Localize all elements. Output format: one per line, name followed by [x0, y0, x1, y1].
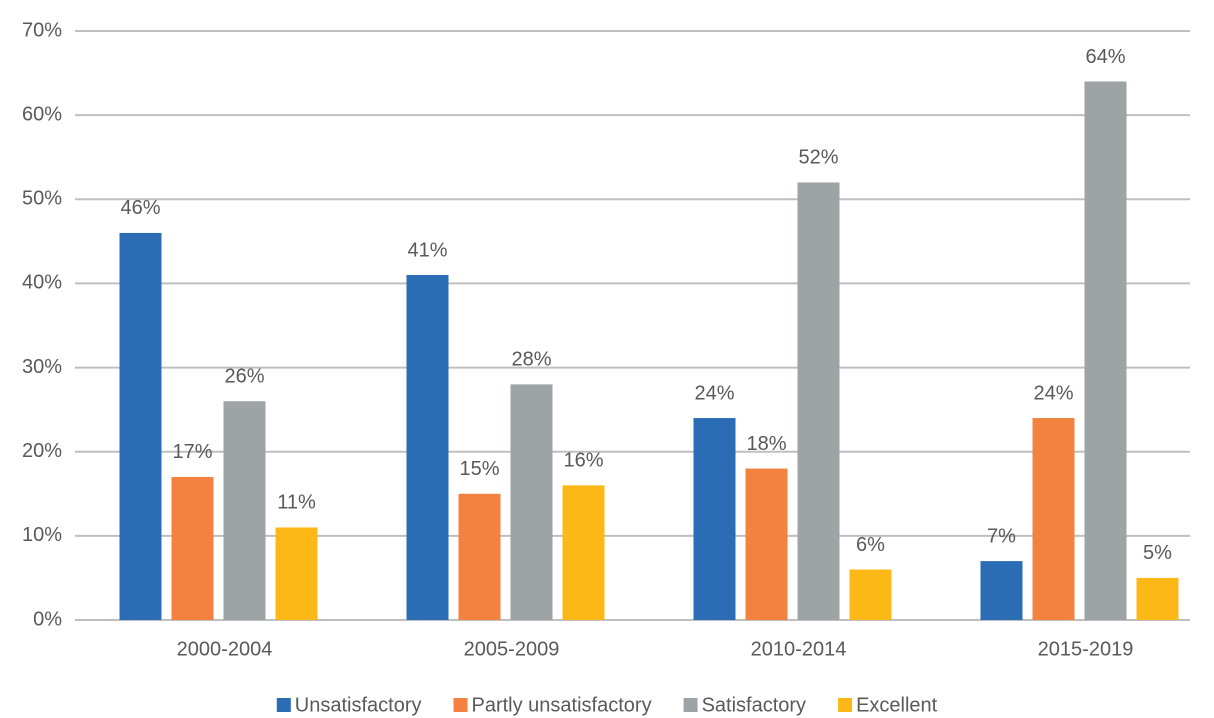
bar — [1032, 418, 1075, 620]
bar — [1136, 577, 1179, 620]
y-tick-label: 20% — [22, 440, 62, 462]
bar — [980, 561, 1023, 620]
data-label: 18% — [746, 433, 786, 455]
data-label: 24% — [1033, 382, 1073, 404]
y-tick-label: 60% — [22, 103, 62, 125]
bar — [510, 384, 553, 620]
legend-swatch — [838, 698, 853, 712]
legend-item: Unsatisfactory — [276, 694, 422, 716]
data-label: 52% — [798, 147, 838, 169]
legend-label: Unsatisfactory — [295, 694, 422, 716]
legend-swatch — [453, 698, 468, 712]
y-tick-label: 70% — [22, 19, 62, 41]
legend-label: Partly unsatisfactory — [472, 694, 652, 716]
bar — [797, 182, 840, 620]
x-tick-label: 2000-2004 — [177, 638, 273, 660]
x-tick-label: 2010-2014 — [751, 638, 847, 660]
y-tick-label: 50% — [22, 188, 62, 210]
data-label: 16% — [563, 450, 603, 472]
x-tick-label: 2005-2009 — [464, 638, 560, 660]
data-label: 28% — [511, 349, 551, 371]
bar — [693, 418, 736, 620]
legend-label: Excellent — [856, 694, 938, 716]
legend-swatch — [276, 698, 291, 712]
bar — [745, 468, 788, 620]
y-tick-label: 10% — [22, 524, 62, 546]
legend: Unsatisfactory Partly unsatisfactory Satis… — [276, 694, 938, 716]
bar — [1084, 81, 1127, 620]
bar — [562, 485, 605, 620]
y-tick-label: 40% — [22, 272, 62, 294]
data-label: 11% — [277, 492, 316, 514]
legend-swatch — [683, 698, 698, 712]
data-label: 41% — [407, 239, 447, 261]
data-label: 46% — [120, 197, 160, 219]
legend-item: Excellent — [838, 694, 938, 716]
plot: 2000-2004 46% 17% 26% 11% 2005-2009 41% 15% 28% 1… — [119, 46, 1179, 660]
legend-item: Satisfactory — [683, 694, 806, 716]
y-tick-label: 30% — [22, 356, 62, 378]
bar — [458, 493, 501, 620]
data-label: 64% — [1085, 46, 1125, 68]
bar — [275, 527, 318, 620]
data-label: 6% — [856, 534, 885, 556]
legend-item: Partly unsatisfactory — [453, 694, 652, 716]
bar — [171, 476, 214, 620]
data-label: 24% — [694, 382, 734, 404]
data-label: 15% — [459, 458, 499, 480]
y-tick-label: 0% — [33, 608, 62, 630]
data-label: 5% — [1143, 542, 1172, 564]
bar — [406, 275, 449, 620]
data-label: 17% — [172, 441, 212, 463]
bar — [119, 232, 162, 620]
data-label: 26% — [224, 366, 264, 388]
legend-label: Satisfactory — [702, 694, 806, 716]
data-label: 7% — [987, 525, 1016, 547]
bar — [223, 401, 266, 620]
bar — [849, 569, 892, 620]
x-tick-label: 2015-2019 — [1038, 638, 1134, 660]
